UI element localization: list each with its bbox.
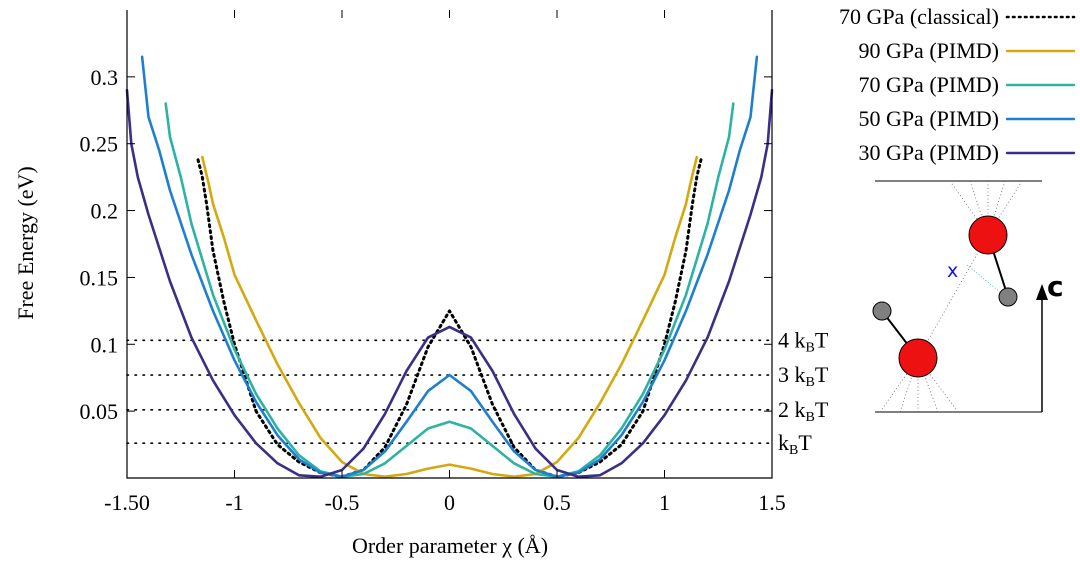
axes-frame	[126, 10, 773, 479]
series-line-5	[125, 88, 774, 479]
c-axis-label: c	[1047, 270, 1064, 303]
y-tick-label-4: 0.2	[91, 199, 119, 224]
kbt-reference-label-4: kBT	[778, 430, 812, 458]
c-axis-arrowhead	[1036, 284, 1048, 300]
y-tick-label-6: 0.3	[91, 65, 119, 90]
y-tick-label-2: 0.1	[91, 332, 119, 357]
series-line-3	[164, 102, 735, 479]
x-tick-label-3: -0.5	[325, 490, 360, 515]
y-tick-label-1: 0.05	[80, 399, 119, 424]
kbt-reference-label-3: 2 kBT	[778, 397, 829, 425]
distance-label: x	[947, 260, 958, 282]
legend-label-2: 90 GPa (PIMD)	[858, 38, 999, 63]
kbt-reference-label-1: 4 kBT	[778, 327, 829, 355]
legend-label-5: 30 GPa (PIMD)	[858, 140, 999, 165]
oxygen-atom-lower	[898, 338, 938, 378]
oxygen-atom-upper	[968, 215, 1008, 255]
series-line-2	[201, 155, 699, 479]
x-tick-label-7: 1.5	[758, 490, 786, 515]
series-line-1	[196, 158, 703, 479]
hydrogen-atom-upper	[998, 287, 1018, 307]
kbt-reference-label-2: 3 kBT	[778, 362, 829, 390]
x-tick-label-1: -1.50	[104, 490, 150, 515]
x-tick-label-4: 0	[444, 490, 455, 515]
plot-area: 4 kBT 3 kBT 2 kBT kBT	[125, 55, 829, 479]
axes: -1.50 -1 -0.5 0 0.5 1 1.5 0.05 0.1 0.15 0.2 0.25 0.3	[80, 10, 786, 515]
x-tick-label-5: 0.5	[543, 490, 571, 515]
legend-label-4: 50 GPa (PIMD)	[858, 106, 999, 131]
legend-label-1: 70 GPa (classical)	[839, 4, 999, 29]
molecule-inset-diagram: c x	[872, 180, 1064, 413]
hydrogen-atom-lower	[872, 301, 892, 321]
x-tick-label-2: -1	[225, 490, 243, 515]
y-axis-label: Free Energy (eV)	[13, 166, 38, 320]
x-axis-label: Order parameter χ (Å)	[352, 533, 548, 558]
y-tick-label-5: 0.25	[80, 132, 119, 157]
distance-dotted-line	[966, 264, 1007, 298]
series-line-4	[140, 55, 759, 479]
legend: 70 GPa (classical) 90 GPa (PIMD) 70 GPa (P…	[839, 4, 1076, 165]
legend-label-3: 70 GPa (PIMD)	[858, 72, 999, 97]
y-tick-label-3: 0.15	[80, 265, 119, 290]
x-tick-label-6: 1	[659, 490, 670, 515]
